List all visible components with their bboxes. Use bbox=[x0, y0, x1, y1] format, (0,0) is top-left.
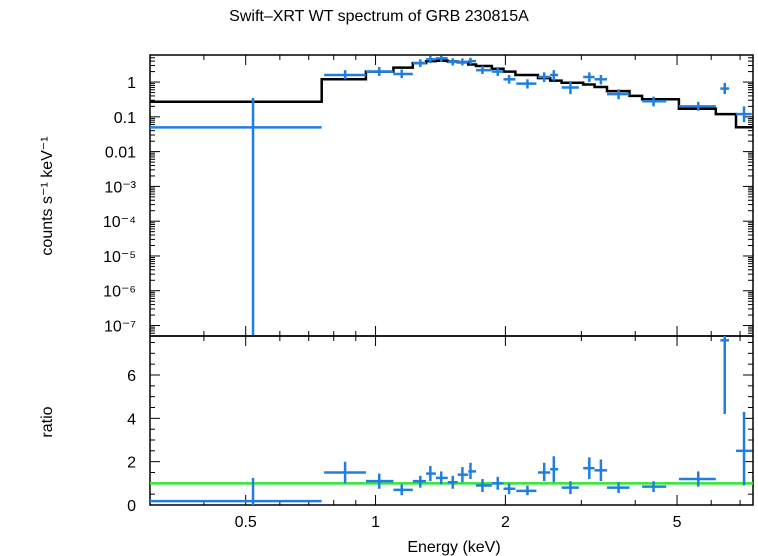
ratio-data-point bbox=[393, 484, 413, 496]
spectrum-data-point bbox=[550, 70, 559, 81]
y-axis-title-spectrum: counts s⁻¹ keV⁻¹ bbox=[39, 136, 56, 255]
ratio-data-point bbox=[491, 476, 504, 490]
ratio-data-point bbox=[457, 467, 469, 483]
spectrum-data-point bbox=[476, 65, 492, 75]
spectrum-data-point bbox=[606, 89, 630, 100]
spectrum-data-point bbox=[412, 59, 427, 68]
ratio-data-point bbox=[594, 459, 607, 482]
model-curve bbox=[150, 59, 753, 129]
spectrum-data-point bbox=[426, 56, 436, 64]
spectrum-data-point bbox=[583, 72, 595, 83]
spectrum-data-point bbox=[324, 70, 366, 80]
spectrum-data-point bbox=[642, 96, 667, 107]
y-tick-label: 2 bbox=[127, 455, 136, 472]
spectrum-data-point bbox=[594, 74, 607, 85]
ratio-data-point bbox=[678, 471, 716, 487]
spectrum-data-point bbox=[393, 69, 413, 79]
spectrum-data-point-group bbox=[150, 55, 752, 336]
y-tick-label: 4 bbox=[127, 411, 136, 428]
spectrum-panel: 1 0.1 0.01 10⁻³ 10⁻⁴ 10⁻⁵ 10⁻⁶ 10⁻⁷ bbox=[103, 54, 754, 337]
spectrum-data-point bbox=[736, 106, 752, 123]
ratio-data-point bbox=[720, 336, 730, 414]
model-curve-group bbox=[150, 59, 753, 129]
ratio-data-point bbox=[150, 477, 322, 505]
ratio-data-point bbox=[412, 475, 427, 488]
ratio-data-point bbox=[468, 462, 477, 479]
ratio-data-point bbox=[642, 481, 667, 492]
spectrum-data-point bbox=[447, 58, 458, 66]
spectrum-frame bbox=[149, 54, 754, 337]
y-tick-label: 10⁻⁶ bbox=[103, 284, 136, 301]
ratio-data-point bbox=[537, 462, 551, 482]
spectrum-data-point bbox=[503, 74, 516, 84]
ratio-data-point bbox=[435, 471, 448, 485]
y-tick-label: 10⁻³ bbox=[104, 179, 136, 196]
ratio-data-point bbox=[503, 483, 516, 495]
spectrum-data-point bbox=[365, 67, 394, 76]
ratio-data-point bbox=[583, 457, 595, 479]
chart-title: Swift–XRT WT spectrum of GRB 230815A bbox=[229, 8, 529, 25]
ratio-data-point bbox=[550, 456, 559, 483]
ratio-data-point bbox=[561, 481, 579, 495]
y-tick-label: 10⁻⁵ bbox=[103, 249, 136, 266]
ratio-data-point bbox=[736, 411, 752, 486]
x-tick-label: 0.5 bbox=[235, 514, 257, 531]
ratio-data-point bbox=[426, 466, 436, 482]
spectrum-data-point bbox=[537, 72, 551, 83]
spectrum-data-point bbox=[491, 67, 504, 76]
x-tick-label: 1 bbox=[371, 514, 380, 531]
ratio-data-point bbox=[476, 479, 492, 492]
x-axis-title: Energy (keV) bbox=[407, 539, 500, 556]
spectrum-data-point bbox=[561, 82, 579, 95]
y-tick-label: 0.01 bbox=[105, 145, 136, 162]
ratio-panel: 0.5 1 2 5 0 2 4 6 bbox=[127, 335, 754, 531]
x-tick-label: 5 bbox=[673, 514, 682, 531]
ratio-data-point bbox=[516, 485, 537, 496]
y-tick-label: 6 bbox=[127, 368, 136, 385]
spectrum-data-point bbox=[150, 97, 322, 336]
y-tick-label: 10⁻⁷ bbox=[104, 319, 136, 336]
y-axis-title-ratio: ratio bbox=[39, 406, 56, 437]
x-tick-label: 2 bbox=[501, 514, 510, 531]
spectrum-data-point bbox=[678, 101, 716, 111]
spectrum-data-point bbox=[516, 79, 537, 89]
ratio-data-point bbox=[447, 475, 458, 489]
spectrum-data-point bbox=[457, 58, 469, 66]
spectrum-data-point bbox=[435, 55, 448, 62]
y-tick-label: 1 bbox=[127, 75, 136, 92]
ratio-data-point bbox=[324, 461, 366, 484]
ratio-data-point bbox=[365, 473, 394, 489]
y-tick-label: 10⁻⁴ bbox=[103, 214, 136, 231]
ratio-data-point bbox=[606, 482, 630, 494]
ratio-frame bbox=[149, 335, 754, 506]
spectrum-data-point bbox=[720, 82, 730, 95]
spectrum-data-point bbox=[468, 57, 477, 65]
ratio-data-point-group bbox=[150, 336, 752, 505]
y-tick-label: 0.1 bbox=[114, 110, 136, 127]
y-tick-label: 0 bbox=[127, 498, 136, 515]
